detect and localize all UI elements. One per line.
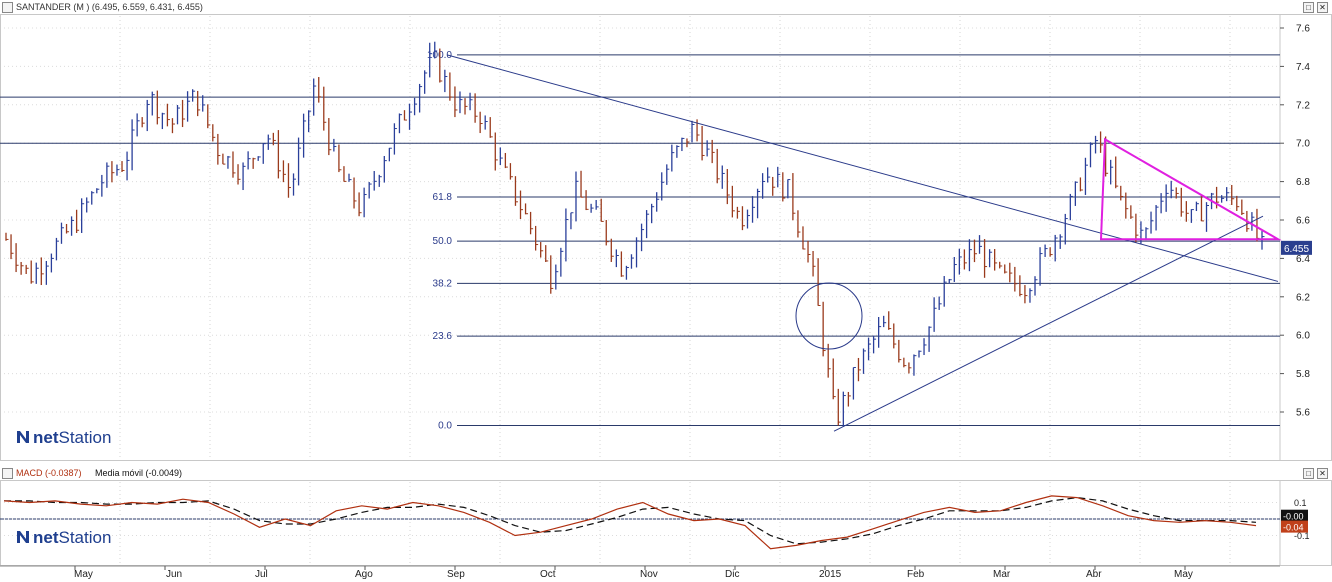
x-tick-label: Abr <box>1086 569 1102 580</box>
price-chart: 7.67.47.27.06.86.66.46.26.05.85.6100.061… <box>0 14 1332 461</box>
macd-legend-label: MACD (-0.0387) <box>16 468 82 478</box>
netstation-logo: netStation <box>16 428 111 448</box>
y-tick-label: 6.4 <box>1296 254 1310 265</box>
x-tick-label: Dic <box>725 569 739 580</box>
close-icon[interactable]: ✕ <box>1317 468 1328 479</box>
x-tick-label: Mar <box>993 569 1011 580</box>
fibonacci-label: 23.6 <box>433 331 453 342</box>
price-panel-header: SANTANDER (M ) (6.495, 6.559, 6.431, 6.4… <box>0 0 1332 15</box>
fibonacci-label: 61.8 <box>433 192 453 203</box>
x-tick-label: Oct <box>540 569 556 580</box>
signal-legend-label: Media móvil (-0.0049) <box>95 468 183 478</box>
x-tick-label: Sep <box>447 569 465 580</box>
x-tick-label: Nov <box>640 569 658 580</box>
signal-value-tag <box>1281 509 1308 522</box>
macd-value-tag <box>1281 520 1308 533</box>
x-tick-label: May <box>74 569 93 580</box>
netstation-logo-icon <box>17 531 29 543</box>
macd-chart: 0.10.0-0.1-0.00-0.04MayJunJulAgoSepOctNo… <box>0 480 1332 580</box>
panel-menu-icon[interactable] <box>2 2 13 13</box>
macd-y-tick-label: 0.1 <box>1294 498 1307 508</box>
x-tick-label: 2015 <box>819 569 842 580</box>
y-tick-label: 7.4 <box>1296 62 1310 73</box>
y-tick-label: 6.6 <box>1296 216 1310 227</box>
last-price-tag <box>1281 240 1312 255</box>
descending-trendline <box>446 54 1279 282</box>
x-tick-label: Feb <box>907 569 925 580</box>
triangle-pattern <box>1099 137 1282 241</box>
macd-line <box>3 495 1257 550</box>
x-tick-label: May <box>1174 569 1193 580</box>
y-tick-label: 6.0 <box>1296 331 1310 342</box>
y-tick-label: 6.2 <box>1296 292 1310 303</box>
fibonacci-label: 0.0 <box>438 420 452 431</box>
netstation-logo-icon <box>17 431 29 443</box>
y-tick-label: 5.6 <box>1296 408 1310 419</box>
x-tick-label: Jun <box>166 569 182 580</box>
x-tick-label: Ago <box>355 569 373 580</box>
x-tick-label: Jul <box>255 569 268 580</box>
fibonacci-label: 50.0 <box>433 236 453 247</box>
y-tick-label: 7.2 <box>1296 100 1310 111</box>
y-tick-label: 7.6 <box>1296 24 1310 35</box>
restore-icon[interactable]: □ <box>1303 2 1314 13</box>
netstation-logo: netStation <box>16 528 111 548</box>
y-tick-label: 5.8 <box>1296 369 1310 380</box>
signal-value-label: -0.00 <box>1283 512 1304 522</box>
highlight-circle <box>795 282 863 350</box>
restore-icon[interactable]: □ <box>1303 468 1314 479</box>
ascending-trendline <box>833 215 1264 432</box>
macd-panel-header: MACD (-0.0387) Media móvil (-0.0049) □ ✕ <box>0 466 1332 481</box>
panel-menu-icon[interactable] <box>2 468 13 479</box>
macd-value-label: -0.04 <box>1283 523 1304 533</box>
fibonacci-label: 38.2 <box>433 278 453 289</box>
y-tick-label: 7.0 <box>1296 139 1310 150</box>
last-price-label: 6.455 <box>1284 244 1309 255</box>
y-tick-label: 6.8 <box>1296 177 1310 188</box>
signal-line <box>4 496 1257 545</box>
price-panel-title: SANTANDER (M ) (6.495, 6.559, 6.431, 6.4… <box>16 2 203 12</box>
close-icon[interactable]: ✕ <box>1317 2 1328 13</box>
macd-y-tick-label: -0.1 <box>1294 531 1310 541</box>
price-frame <box>0 14 1332 461</box>
macd-frame <box>0 480 1332 566</box>
